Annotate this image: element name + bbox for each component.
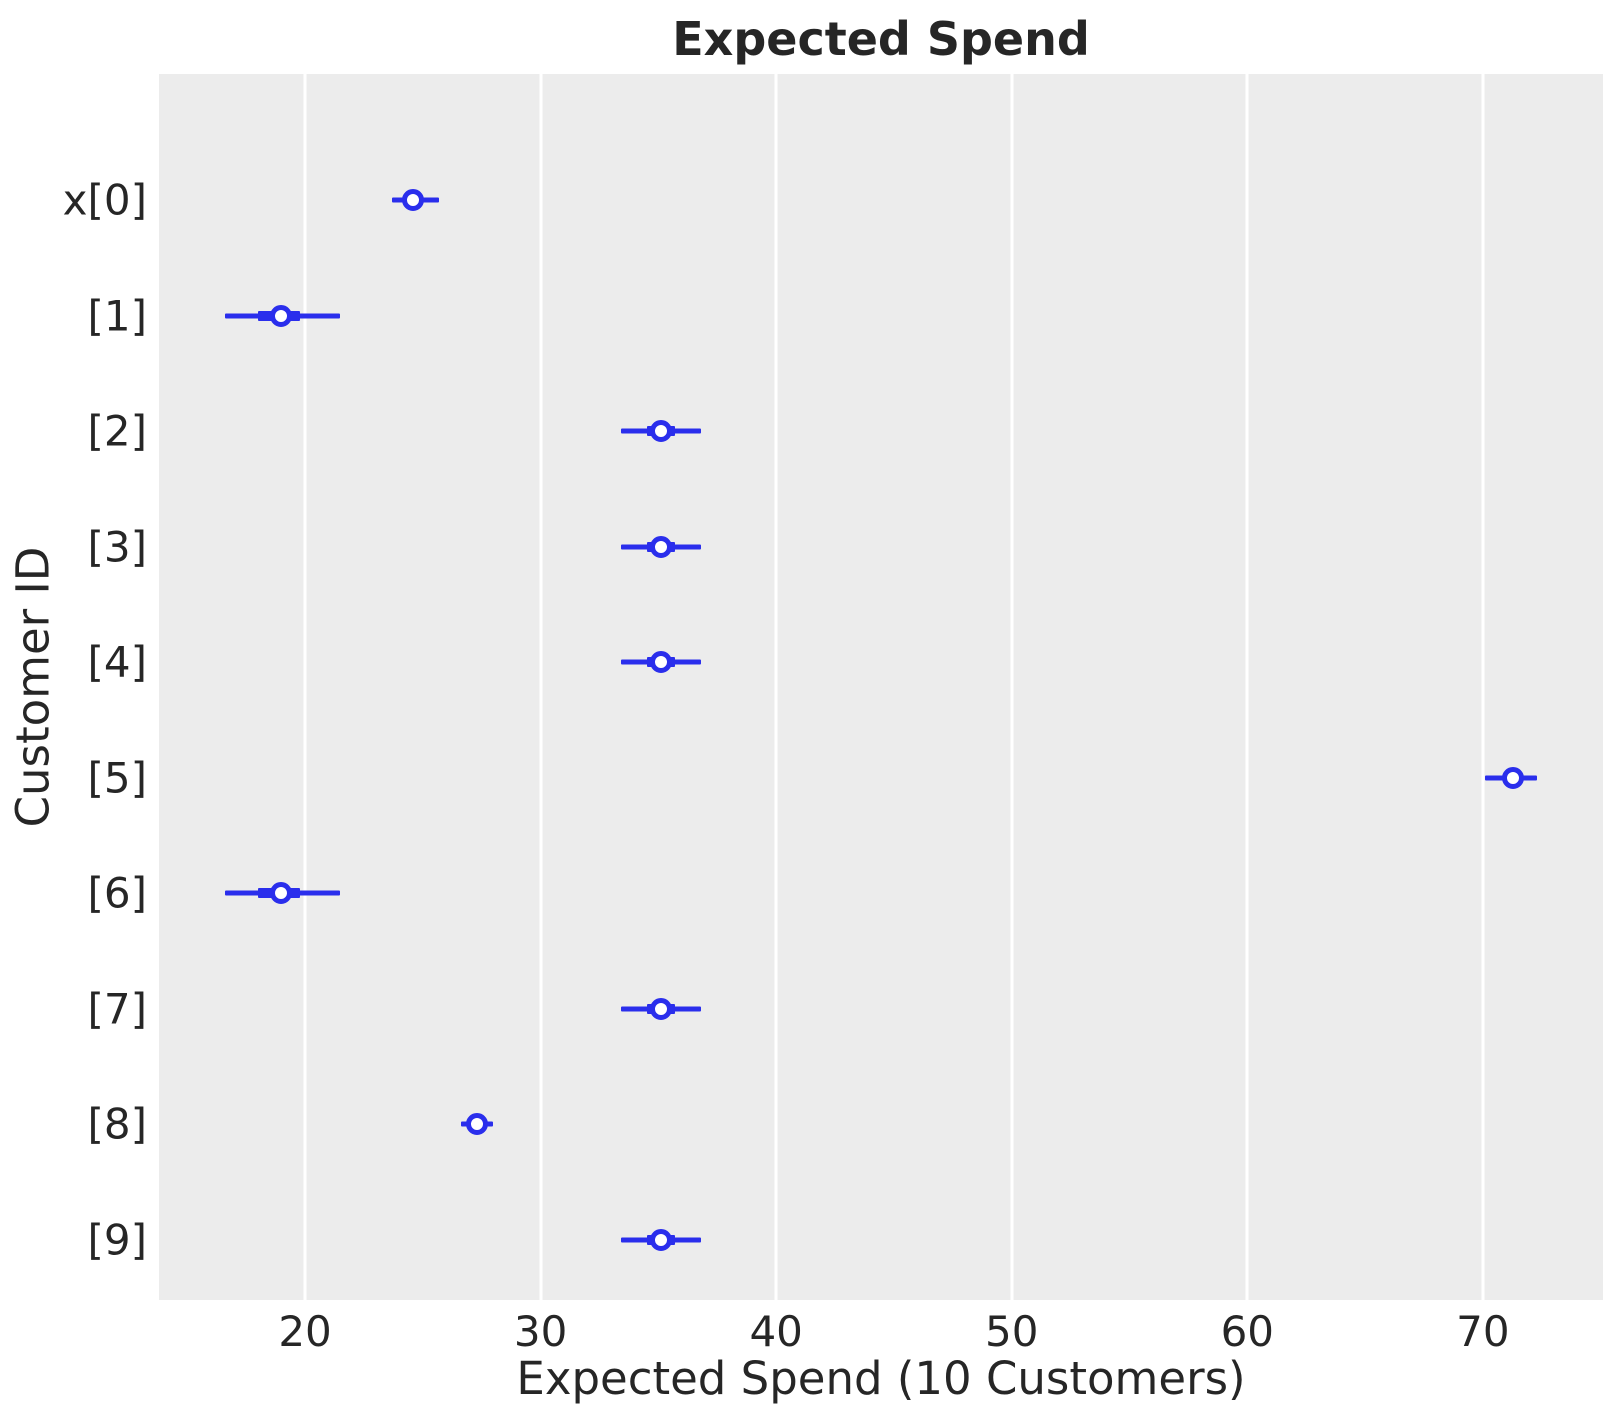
x-tick-label: 60 xyxy=(1220,1307,1275,1356)
y-tick-label: x[0] xyxy=(62,175,147,225)
x-tick-label: 40 xyxy=(749,1307,803,1356)
gridline xyxy=(539,74,543,1300)
gridline xyxy=(774,74,778,1300)
gridline xyxy=(1245,74,1249,1300)
x-tick-label: 30 xyxy=(513,1307,568,1356)
point-estimate-marker xyxy=(1502,766,1525,789)
point-estimate-marker xyxy=(649,651,672,674)
y-tick-label: [3] xyxy=(87,522,148,572)
point-estimate-marker xyxy=(649,1229,672,1252)
x-tick-label: 70 xyxy=(1456,1307,1510,1356)
point-estimate-marker xyxy=(402,189,425,212)
y-tick-labels: x[0] [1] [2] [3] [4] [5] [6] [7] [8] [9] xyxy=(0,0,147,1423)
x-tick-label: 20 xyxy=(278,1307,332,1356)
gridline xyxy=(1010,74,1014,1300)
point-estimate-marker xyxy=(270,882,293,905)
y-tick-label: [5] xyxy=(87,753,148,803)
point-estimate-marker xyxy=(270,304,293,327)
y-tick-label: [7] xyxy=(87,984,148,1034)
y-tick-label: [9] xyxy=(87,1215,148,1265)
point-estimate-marker xyxy=(649,420,672,443)
chart-title: Expected Spend xyxy=(672,12,1090,66)
y-tick-label: [2] xyxy=(87,406,148,456)
x-axis-label: Expected Spend (10 Customers) xyxy=(516,1352,1246,1405)
y-tick-label: [6] xyxy=(87,868,148,918)
point-estimate-marker xyxy=(649,535,672,558)
x-tick-label: 50 xyxy=(985,1307,1039,1356)
point-estimate-marker xyxy=(649,997,672,1020)
y-tick-label: [8] xyxy=(87,1099,148,1149)
y-tick-label: [4] xyxy=(87,637,148,687)
gridline xyxy=(1481,74,1485,1300)
plot-area xyxy=(159,74,1603,1300)
point-estimate-marker xyxy=(466,1113,488,1136)
y-tick-label: [1] xyxy=(87,291,148,341)
gridline xyxy=(303,74,307,1300)
